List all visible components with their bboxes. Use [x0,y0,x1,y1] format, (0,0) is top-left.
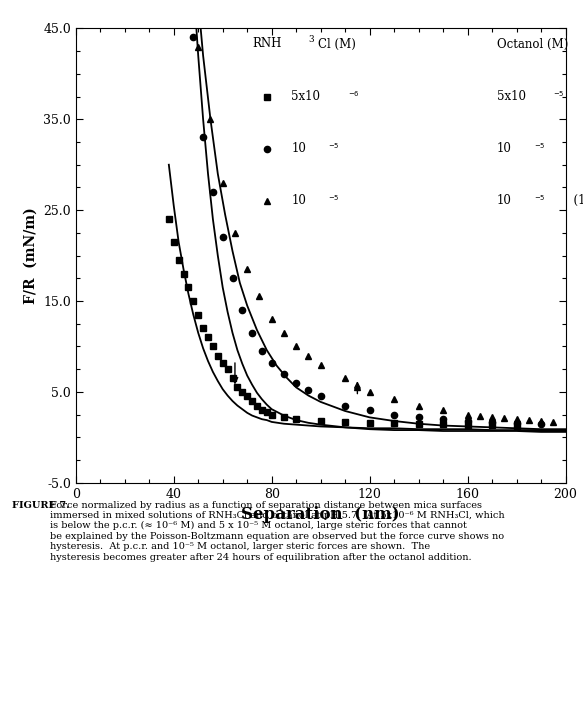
Text: (1 day): (1 day) [566,195,583,207]
Text: Octanol (M): Octanol (M) [497,38,568,50]
Text: 5x10: 5x10 [292,89,320,103]
Text: $^{-5}$: $^{-5}$ [328,144,339,153]
Text: Force normalized by radius as a function of separation distance between mica sur: Force normalized by radius as a function… [50,501,504,562]
Text: $^{-6}$: $^{-6}$ [347,92,359,101]
X-axis label: Separation  (nm): Separation (nm) [241,506,400,523]
Text: Cl (M): Cl (M) [318,38,356,50]
Text: 10: 10 [292,142,306,155]
Text: RNH: RNH [252,38,282,50]
Text: $^{-5}$: $^{-5}$ [553,92,565,101]
Y-axis label: F/R  (mN/m): F/R (mN/m) [24,207,38,304]
Text: 10: 10 [497,142,512,155]
Text: $^{-5}$: $^{-5}$ [533,144,545,153]
Text: $^{-5}$: $^{-5}$ [533,197,545,205]
Text: 10: 10 [292,195,306,207]
Text: FIGURE 7.: FIGURE 7. [12,501,69,510]
Text: 3: 3 [308,36,314,44]
Text: 5x10: 5x10 [497,89,526,103]
Text: $^{-5}$: $^{-5}$ [328,197,339,205]
Text: 10: 10 [497,195,512,207]
